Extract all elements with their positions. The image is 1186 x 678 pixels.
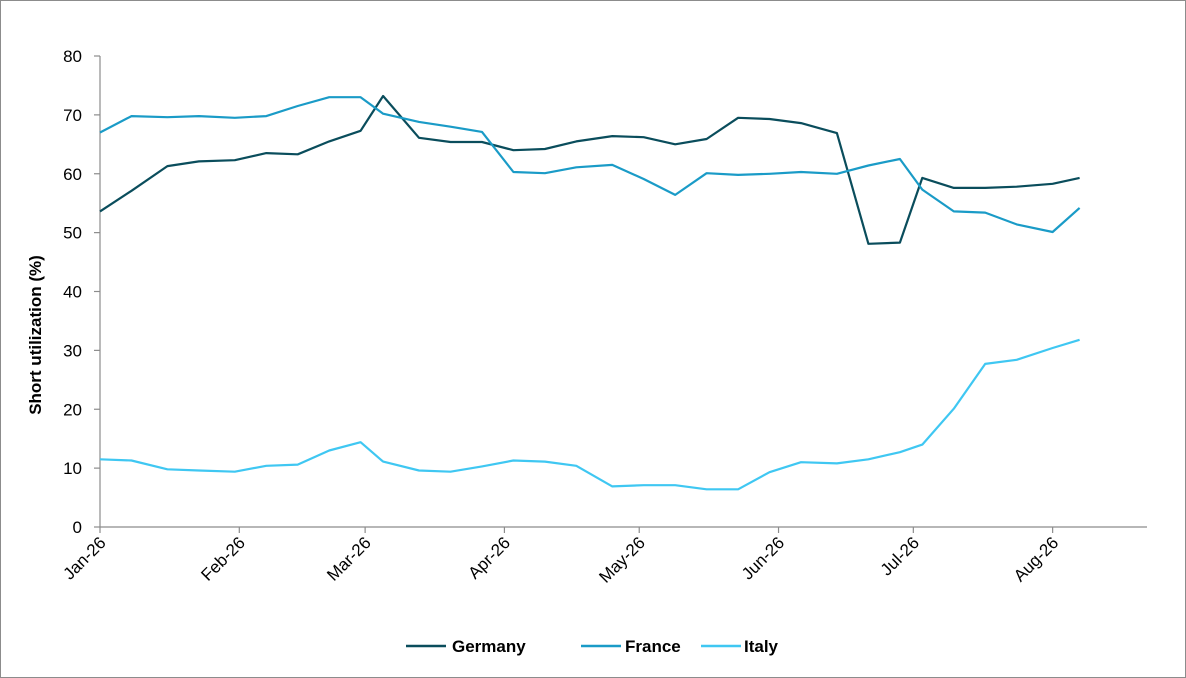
x-tick-label: Jun-26	[738, 533, 788, 583]
series-layer	[99, 94, 1081, 491]
x-tick-label: Apr-26	[465, 533, 515, 583]
x-tick-label: Feb-26	[197, 533, 249, 585]
y-tick-label: 40	[63, 283, 82, 302]
x-axis: Jan-26 Feb-26 Mar-26 Apr-26 May-26 Jun-26 Jul-…	[59, 526, 1147, 587]
series-line-germany	[99, 94, 1080, 245]
legend: Germany France Italy	[406, 637, 779, 656]
series-line-italy	[99, 338, 1080, 491]
legend-label-germany: Germany	[452, 637, 526, 656]
y-tick-label: 0	[73, 518, 82, 537]
y-tick-label: 20	[63, 400, 82, 419]
x-tick-label: Jul-26	[877, 533, 923, 579]
x-tick-label: May-26	[595, 533, 649, 587]
y-tick-label: 70	[63, 106, 82, 125]
y-axis-title: Short utilization (%)	[26, 255, 45, 415]
y-tick-label: 50	[63, 224, 82, 243]
y-tick-label: 10	[63, 459, 82, 478]
y-tick-label: 30	[63, 341, 82, 360]
y-tick-label: 60	[63, 165, 82, 184]
x-tick-label: Jan-26	[59, 533, 109, 583]
x-tick-label: Aug-26	[1010, 533, 1062, 585]
x-tick-label: Mar-26	[323, 533, 375, 585]
y-axis: 0 10 20 30 40 50 60 70 80	[63, 47, 101, 537]
y-tick-label: 80	[63, 47, 82, 66]
series-line-france	[99, 96, 1081, 234]
legend-label-france: France	[625, 637, 681, 656]
legend-label-italy: Italy	[744, 637, 779, 656]
